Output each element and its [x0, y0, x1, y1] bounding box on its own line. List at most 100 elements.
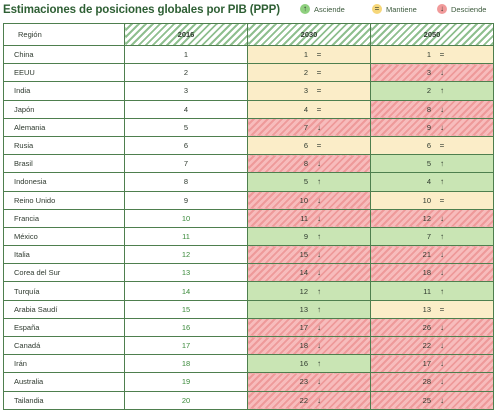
ranking-table-wrap: Región 2016 2030 2050 China 1 1 = 1 = EEUU 2 2 = 3…	[3, 23, 494, 410]
legend-item-up: ↑ Asciende	[300, 4, 345, 14]
rank-value: 15	[299, 250, 308, 260]
rank-2050-cell: 4 ↑	[370, 172, 494, 192]
rank-cell-content: 26 ↓	[371, 319, 493, 336]
region-cell: Italia	[3, 245, 125, 265]
rank-value: 2	[426, 86, 431, 96]
rank-2050-cell: 7 ↑	[370, 226, 494, 247]
rank-2030-cell: 14 ↓	[247, 263, 371, 283]
arrow-down-icon: ↓	[440, 104, 444, 114]
rank-cell-content: 10 ↓	[248, 192, 370, 209]
region-cell: Reino Unido	[3, 190, 125, 210]
rank-cell-content: 17 ↓	[371, 355, 493, 372]
equals-icon: =	[316, 86, 322, 96]
table-row: Irán 18 16 ↑ 17 ↓	[3, 354, 494, 374]
arrow-up-icon: ↑	[440, 231, 444, 241]
rank-2030-cell: 2 =	[247, 63, 371, 83]
rank-cell-content: 12 ↓	[371, 210, 493, 227]
rank-cell-content: 23 ↓	[248, 373, 370, 390]
region-cell: Australia	[3, 372, 125, 392]
table-row: Francia 10 11 ↓ 12 ↓	[3, 208, 494, 228]
table-row: Reino Unido 9 10 ↓ 10 =	[3, 190, 494, 210]
rank-2030-cell: 13 ↑	[247, 299, 371, 319]
rank-2030-cell: 12 ↑	[247, 281, 371, 301]
table-header-row: Región 2016 2030 2050	[3, 23, 494, 46]
legend-label-up: Asciende	[314, 4, 345, 14]
table-row: Italia 12 15 ↓ 21 ↓	[3, 245, 494, 265]
rank-2016-cell: 7	[124, 154, 248, 174]
rank-cell-content: 11 ↓	[248, 210, 370, 227]
rank-value: 13	[422, 304, 431, 314]
rank-cell-content: 1 =	[248, 46, 370, 63]
table-row: Corea del Sur 13 14 ↓ 18 ↓	[3, 263, 494, 283]
arrow-up-icon: ↑	[440, 177, 444, 187]
region-cell: Alemania	[3, 117, 125, 137]
rank-value: 22	[422, 341, 431, 351]
rank-cell-content: 11 ↑	[371, 283, 493, 300]
arrow-down-icon: ↓	[440, 122, 444, 132]
arrow-down-icon: ↓	[440, 377, 444, 387]
header-2050: 2050	[370, 23, 494, 46]
rank-2016-cell: 5	[124, 117, 248, 137]
rank-value: 13	[299, 304, 308, 314]
arrow-down-icon: ↓	[317, 341, 321, 351]
rank-cell-content: 17 ↓	[248, 319, 370, 336]
rank-2050-cell: 22 ↓	[370, 335, 494, 356]
rank-2050-cell: 12 ↓	[370, 208, 494, 228]
rank-cell-content: 9 ↓	[371, 119, 493, 136]
rank-2030-cell: 7 ↓	[247, 117, 371, 137]
rank-2030-cell: 17 ↓	[247, 317, 371, 338]
region-cell: China	[3, 44, 125, 65]
legend-label-same: Mantiene	[386, 4, 417, 14]
rank-cell-content: 7 ↓	[248, 119, 370, 136]
rank-value: 18	[299, 341, 308, 351]
rank-value: 7	[303, 122, 308, 132]
table-row: México 11 9 ↑ 7 ↑	[3, 226, 494, 247]
arrow-up-icon: ↑	[440, 86, 444, 96]
table-row: India 3 3 = 2 ↑	[3, 81, 494, 101]
rank-2030-cell: 8 ↓	[247, 154, 371, 174]
rank-value: 21	[422, 250, 431, 260]
rank-2016-cell: 16	[124, 317, 248, 338]
rank-cell-content: 3 ↓	[371, 64, 493, 81]
arrow-up-icon: ↑	[440, 286, 444, 296]
arrow-up-icon: ↑	[317, 231, 321, 241]
rank-2016-cell: 17	[124, 335, 248, 356]
region-cell: Irán	[3, 354, 125, 374]
arrow-up-icon: ↑	[317, 286, 321, 296]
rank-cell-content: 12 ↑	[248, 283, 370, 300]
rank-cell-content: 10 =	[371, 192, 493, 209]
rank-value: 16	[299, 359, 308, 369]
rank-2050-cell: 28 ↓	[370, 372, 494, 392]
rank-cell-content: 2 =	[248, 64, 370, 81]
equals-icon: =	[439, 141, 445, 151]
rank-2016-cell: 8	[124, 172, 248, 192]
rank-2050-cell: 13 =	[370, 299, 494, 319]
arrow-down-icon: ↓	[317, 195, 321, 205]
rank-cell-content: 2 ↑	[371, 82, 493, 99]
rank-cell-content: 15 ↓	[248, 246, 370, 263]
rank-value: 1	[303, 50, 308, 60]
rank-cell-content: 18 ↓	[371, 264, 493, 281]
region-cell: Tailandia	[3, 390, 125, 410]
rank-2030-cell: 23 ↓	[247, 372, 371, 392]
region-cell: Rusia	[3, 135, 125, 156]
rank-value: 6	[426, 141, 431, 151]
rank-value: 11	[423, 286, 431, 296]
rank-value: 8	[426, 104, 431, 114]
rank-value: 5	[426, 159, 431, 169]
rank-2016-cell: 13	[124, 263, 248, 283]
header-region: Región	[3, 23, 125, 46]
rank-cell-content: 6 =	[371, 137, 493, 154]
rank-2050-cell: 25 ↓	[370, 390, 494, 410]
table-row: Australia 19 23 ↓ 28 ↓	[3, 372, 494, 392]
rank-2016-cell: 18	[124, 354, 248, 374]
table-row: China 1 1 = 1 =	[3, 44, 494, 65]
equals-icon: =	[316, 104, 322, 114]
rank-2030-cell: 22 ↓	[247, 390, 371, 410]
rank-value: 7	[426, 231, 431, 241]
rank-2030-cell: 9 ↑	[247, 226, 371, 247]
rank-2050-cell: 21 ↓	[370, 245, 494, 265]
rank-value: 18	[422, 268, 431, 278]
rank-value: 5	[303, 177, 308, 187]
